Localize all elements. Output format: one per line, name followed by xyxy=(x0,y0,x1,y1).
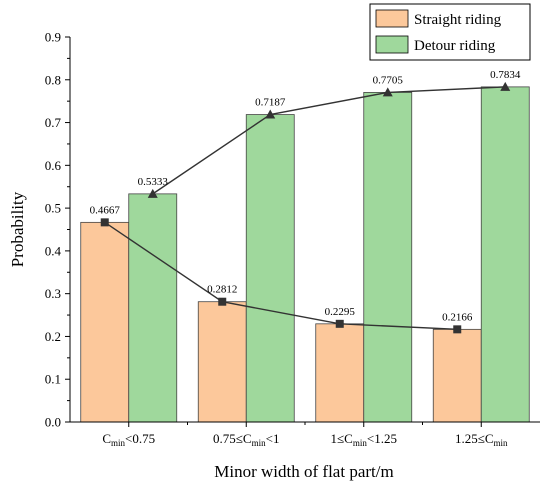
data-label: 0.2295 xyxy=(325,306,356,318)
y-tick-label: 0.1 xyxy=(45,372,61,387)
y-tick-label: 0.8 xyxy=(45,72,61,87)
bar xyxy=(480,86,530,423)
bar xyxy=(80,221,130,423)
labels-layer: 0.0 0.1 0.2 0.3 0.4 0.5 0.6 0.7 0.8 0.9 Cmin<0.75 0… xyxy=(45,30,521,449)
data-label: 0.7834 xyxy=(490,69,521,81)
axes-layer xyxy=(65,36,540,427)
y-tick-label: 0.4 xyxy=(45,243,62,258)
bar xyxy=(245,114,295,423)
bar xyxy=(315,323,365,423)
legend-label-straight: Straight riding xyxy=(414,12,502,28)
data-point xyxy=(265,109,276,119)
bar xyxy=(432,328,482,423)
data-point xyxy=(218,297,227,306)
y-tick-label: 0.9 xyxy=(45,30,61,45)
y-tick-label: 0.5 xyxy=(45,201,61,216)
data-label: 0.2166 xyxy=(442,311,473,323)
y-tick-label: 0.6 xyxy=(45,158,62,173)
y-tick-label: 0.2 xyxy=(45,329,61,344)
data-point xyxy=(453,325,462,334)
legend-swatch-straight xyxy=(375,9,409,28)
data-point xyxy=(500,81,511,91)
data-label: 0.7705 xyxy=(373,74,404,86)
bar xyxy=(128,193,178,423)
y-tick-label: 0.3 xyxy=(45,286,61,301)
data-label: 0.5333 xyxy=(138,176,169,188)
data-point xyxy=(382,87,393,97)
data-point xyxy=(147,188,158,198)
legend-label-detour: Detour riding xyxy=(414,38,496,54)
legend-swatch-detour xyxy=(375,35,409,54)
series-line xyxy=(152,86,506,195)
x-tick-label: Cmin<0.75 xyxy=(102,431,155,448)
y-tick-label: 0.7 xyxy=(45,115,62,130)
y-tick-label: 0.0 xyxy=(45,415,61,430)
data-label: 0.4667 xyxy=(90,204,121,216)
x-tick-label: 1≤Cmin<1.25 xyxy=(331,431,397,448)
lines-layer xyxy=(100,81,511,334)
x-tick-label: 1.25≤Cmin xyxy=(455,431,508,448)
bars-layer xyxy=(80,86,530,423)
legend: Straight riding Detour riding xyxy=(369,3,531,61)
y-axis-title: Probability xyxy=(8,191,27,267)
data-label: 0.2812 xyxy=(207,284,237,296)
x-tick-label: 0.75≤Cmin<1 xyxy=(213,431,279,448)
bar xyxy=(197,301,247,423)
data-label: 0.7187 xyxy=(255,97,286,109)
bar xyxy=(363,91,413,423)
x-axis-title: Minor width of flat part/m xyxy=(214,462,393,481)
data-point xyxy=(100,218,109,227)
series-line xyxy=(104,221,458,331)
data-point xyxy=(335,319,344,328)
